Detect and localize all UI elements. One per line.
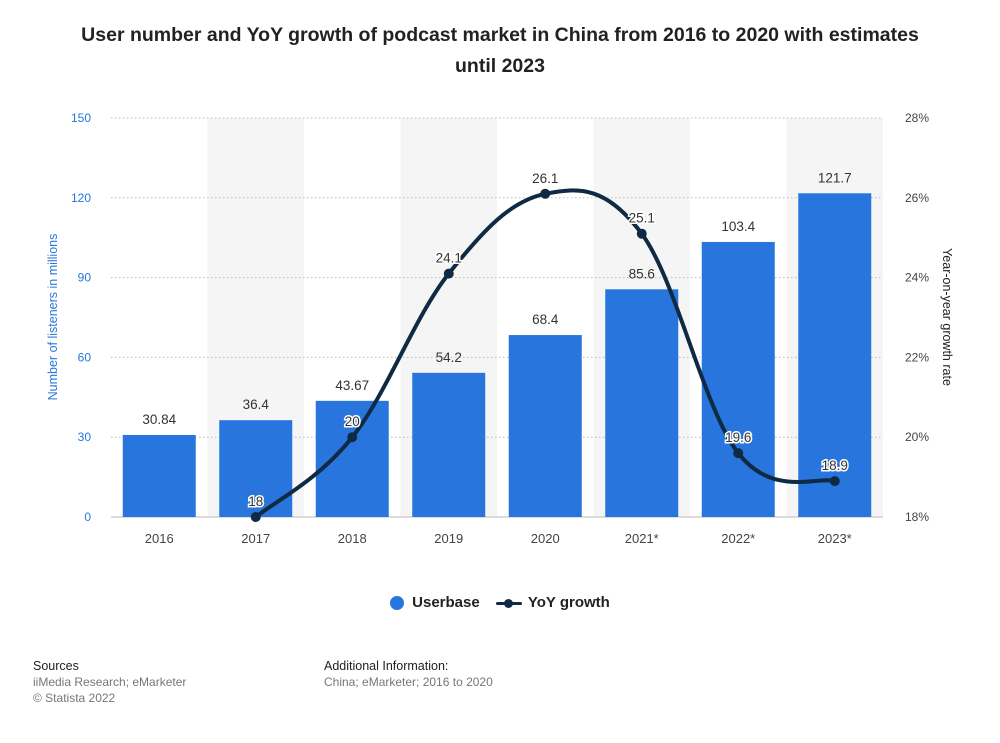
sources-block: Sources iiMedia Research; eMarketer © St… — [33, 658, 186, 706]
line-point — [250, 512, 261, 522]
legend-label-userbase: Userbase — [412, 594, 480, 611]
line-data-label: 19.6 — [725, 430, 751, 445]
sources-text: iiMedia Research; eMarketer — [33, 675, 187, 689]
left-axis-title: Number of listeners in millions — [46, 234, 60, 401]
line-data-label: 20 — [345, 414, 360, 429]
legend-item-userbase[interactable]: Userbase — [390, 594, 480, 611]
x-axis-tick-label: 2017 — [241, 531, 270, 546]
bar-data-label: 36.4 — [243, 397, 270, 412]
line-point — [636, 228, 647, 239]
right-axis-tick-label: 28% — [905, 111, 929, 125]
x-axis-tick-label: 2021* — [625, 531, 659, 546]
right-axis-tick-label: 24% — [905, 271, 929, 285]
line-point — [443, 268, 454, 279]
x-axis-tick-label: 2016 — [145, 531, 174, 546]
x-axis-tick-label: 2020 — [531, 531, 560, 546]
legend-label-yoy-growth: YoY growth — [527, 594, 610, 611]
line-point — [347, 432, 358, 443]
bar-data-label: 54.2 — [436, 350, 462, 365]
bar-data-label: 103.4 — [721, 219, 755, 234]
left-axis-tick-label: 120 — [71, 191, 91, 205]
right-axis-tick-label: 20% — [905, 430, 929, 444]
legend: Userbase YoY growth — [0, 594, 1000, 614]
bar — [508, 335, 582, 517]
additional-info-heading: Additional Information: — [324, 659, 449, 673]
right-axis-tick-label: 18% — [905, 510, 929, 524]
legend-dot-icon — [390, 595, 405, 610]
chart-title: User number and YoY growth of podcast ma… — [81, 24, 919, 77]
x-axis-tick-label: 2022* — [721, 531, 755, 546]
additional-info-text: China; eMarketer; 2016 to 2020 — [324, 675, 493, 689]
bar-data-label: 68.4 — [532, 312, 559, 327]
left-axis-tick-label: 30 — [78, 430, 92, 444]
line-data-label: 26.1 — [532, 171, 558, 186]
left-axis-tick-label: 0 — [84, 510, 91, 524]
sources-heading: Sources — [33, 659, 79, 673]
line-data-label: 18 — [248, 494, 263, 509]
line-point — [733, 448, 744, 459]
line-data-labels: 18 20 24.1 26.1 25.1 19.6 18.9 — [247, 169, 850, 510]
line-point — [829, 476, 840, 487]
x-axis-tick-label: 2018 — [338, 531, 367, 546]
x-axis-ticks: 2016 2017 2018 2019 2020 2021* 2022* 2023* — [145, 531, 852, 546]
bar — [701, 241, 775, 517]
bar-data-label: 121.7 — [818, 170, 852, 185]
bar-data-labels: 30.84 36.4 43.67 54.2 68.4 85.6 103.4 121.7 — [142, 170, 851, 427]
bar — [122, 434, 196, 517]
line-point — [540, 188, 551, 199]
right-axis-tick-label: 26% — [905, 191, 929, 205]
bar-data-label: 85.6 — [629, 266, 655, 281]
x-axis-tick-label: 2023* — [818, 531, 852, 546]
bar — [798, 193, 872, 517]
legend-line-icon — [495, 596, 522, 610]
line-series — [250, 188, 840, 522]
line-data-label: 18.9 — [822, 458, 848, 473]
left-axis-tick-label: 60 — [78, 350, 92, 364]
copyright: © Statista 2022 — [33, 691, 116, 705]
right-axis-tick-label: 22% — [905, 350, 929, 364]
left-axis-tick-label: 90 — [78, 271, 92, 285]
left-axis-ticks: 0 30 60 90 120 150 — [71, 111, 91, 524]
bar — [412, 372, 486, 517]
line-data-label: 25.1 — [629, 211, 655, 226]
x-axis-tick-label: 2019 — [434, 531, 463, 546]
right-axis-title: Year-on-year growth rate — [940, 248, 954, 386]
bar-data-label: 30.84 — [142, 412, 176, 427]
chart: 30.84 36.4 43.67 54.2 68.4 85.6 103.4 121.7 18 2… — [46, 111, 954, 546]
legend-item-yoy-growth[interactable]: YoY growth — [495, 594, 610, 611]
line-data-label: 24.1 — [436, 251, 462, 266]
bar-data-label: 43.67 — [335, 378, 369, 393]
bar-series — [122, 193, 872, 517]
right-axis-ticks: 18% 20% 22% 24% 26% 28% — [905, 111, 929, 524]
bar — [315, 400, 389, 517]
left-axis-tick-label: 150 — [71, 111, 91, 125]
additional-info-block: Additional Information: China; eMarketer… — [324, 658, 493, 690]
bar — [605, 289, 679, 517]
